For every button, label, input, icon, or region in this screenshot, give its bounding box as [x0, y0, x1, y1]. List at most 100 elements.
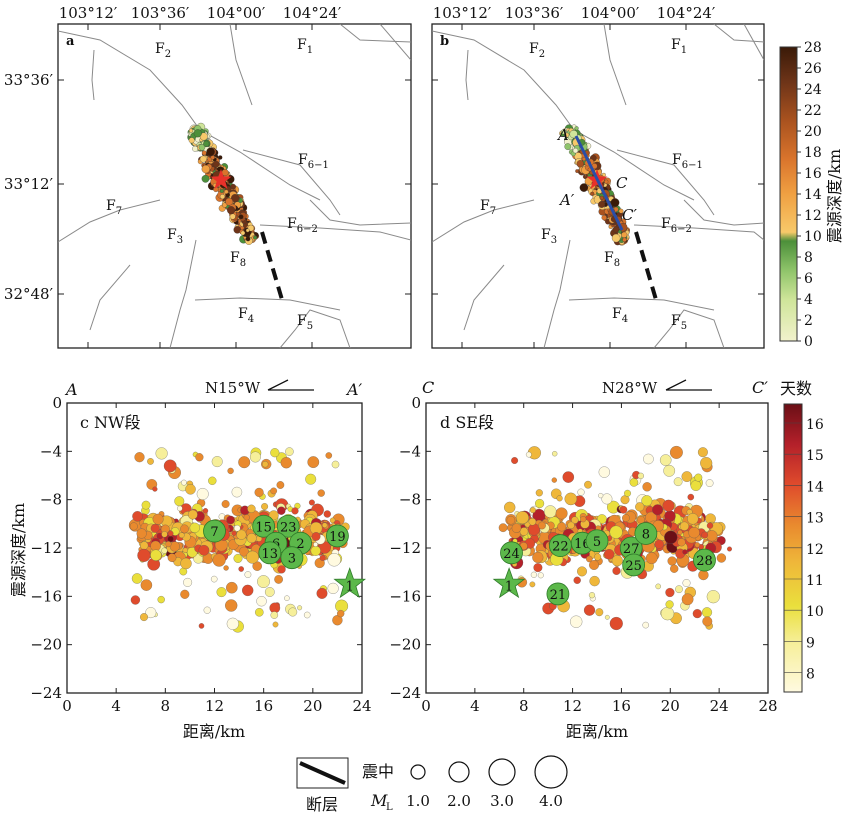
strong-aftershock-marker: [546, 582, 570, 606]
fault-label: F5: [297, 313, 313, 332]
fault-label: F8: [230, 250, 246, 269]
magnitude-legend-value: 3.0: [490, 792, 514, 810]
axis-ticks: 0 4 8 12 16 20 24 28 0 −4 −8 −12 −16 −20 −24: [389, 394, 777, 715]
hypocenter-dot: [244, 571, 252, 578]
aftershock-label: 27: [623, 542, 640, 557]
aftershock-label: 8: [642, 528, 650, 543]
panel-title: c NW段: [80, 413, 141, 432]
day-colorbar: 天数 16 15 14 13 12 11 10 9 8: [780, 379, 824, 693]
hypocenter-dot: [519, 527, 529, 536]
hypocenter-dot: [530, 571, 537, 578]
hypocenter-dot: [225, 599, 238, 612]
x-tick-label: 103°36′: [131, 4, 190, 22]
epicenter-dot: [193, 129, 202, 138]
hypocenter-dot: [236, 529, 247, 540]
x-tick-label: 103°12′: [59, 4, 118, 22]
fault-label: F1: [297, 37, 313, 56]
day-colorbar-title: 天数: [780, 379, 812, 398]
epicenter-dot: [621, 231, 628, 238]
section-panel-d: 0 4 8 12 16 20 24 28 0 −4 −8 −12 −16 −20 −24 24 22 16 5 21…: [389, 378, 777, 741]
magnitude-legend: 1.0 2.0 3.0 4.0: [406, 755, 568, 810]
fault-lines: [58, 24, 411, 348]
x-tick-label: 103°36′: [505, 4, 564, 22]
hypocenter-dot: [687, 513, 699, 525]
hypocenter-dot: [208, 476, 217, 485]
day-colorbar-tick-label: 11: [806, 573, 824, 589]
y-tick-label: −4: [399, 442, 421, 460]
epicenter-dot: [599, 195, 604, 200]
hypocenter-dot: [284, 595, 290, 601]
hypocenter-dot: [319, 554, 326, 561]
epicenter-dot: [576, 160, 584, 168]
epicenter-dot: [192, 145, 199, 152]
depth-colorbar-tick-label: 22: [804, 103, 822, 119]
depth-colorbar-tick-label: 14: [804, 187, 822, 203]
hypocenter-dot: [331, 460, 340, 469]
day-colorbar-tick-label: 14: [806, 479, 824, 495]
x-tick-label: 20: [661, 697, 680, 715]
hypocenter-dot: [137, 548, 151, 562]
epicenter-dot: [598, 200, 606, 208]
hypocenter-dot: [221, 500, 230, 508]
mainshock-star-icon: [492, 567, 526, 599]
hypocenter-dot: [635, 502, 645, 512]
magnitude-legend-label: M: [370, 791, 388, 810]
profile-endpoint-label: A: [556, 126, 569, 144]
hypocenter-dot: [323, 510, 331, 518]
epicenter-dot: [219, 189, 224, 193]
epicenter-dot: [201, 150, 207, 156]
depth-colorbar-tick-label: 16: [804, 166, 822, 182]
y-tick-label: −8: [40, 491, 62, 509]
hypocenter-dot: [716, 553, 727, 563]
y-tick-label: −20: [30, 636, 62, 654]
epicenter-dot: [575, 169, 579, 173]
y-tick-label: −16: [389, 587, 421, 605]
profile-line: [574, 135, 624, 231]
hypocenter-dot: [643, 453, 654, 465]
depth-colorbar-tick-label: 28: [804, 40, 822, 56]
hypocenter-dot: [268, 510, 279, 521]
hypocenter-dot: [535, 498, 545, 509]
x-tick-label: 104°00′: [581, 4, 640, 22]
hypocenter-dot: [692, 609, 702, 619]
y-tick-label: −24: [389, 684, 421, 702]
depth-colorbar-tick-label: 0: [804, 334, 813, 350]
hypocenter-dot: [664, 530, 678, 544]
hypocenter-dot: [609, 525, 623, 539]
x-tick-label: 24: [710, 697, 729, 715]
hypocenter-dot: [637, 472, 644, 480]
hypocenter-dot: [285, 447, 294, 456]
hypocenter-dot: [180, 524, 189, 534]
hypocenter-dot: [535, 489, 543, 497]
hypocenter-dot: [619, 505, 628, 514]
hypocenter-dot: [694, 542, 700, 548]
profile-endpoint-label: C′: [622, 206, 637, 224]
hypocenter-dot: [272, 621, 279, 628]
hypocenter-dot: [573, 576, 581, 584]
hypocenter-dot: [249, 451, 261, 463]
day-colorbar-tick-label: 16: [806, 417, 824, 433]
strong-aftershock-marker: [276, 514, 300, 538]
fault-label: F4: [238, 306, 254, 325]
hypocenter-dot: [169, 541, 180, 552]
hypocenter-dot: [662, 499, 675, 512]
profile-end-label: A′: [345, 380, 363, 399]
hypocenter-dot: [141, 500, 151, 510]
hypocenter-dot: [327, 553, 341, 567]
x-tick-label: 28: [758, 697, 777, 715]
aftershock-label: 3: [288, 552, 296, 567]
hypocenter-dot: [308, 499, 315, 506]
hypocenter-dot: [659, 454, 672, 466]
epicenter-dot: [253, 235, 258, 240]
hypocenter-dot: [601, 493, 613, 505]
hypocenter-dot: [694, 473, 703, 482]
hypocenter-dot: [325, 452, 333, 459]
hypocenter-dot: [555, 507, 568, 520]
hypocenter-dot: [216, 587, 227, 598]
hypocenter-dot: [223, 565, 229, 571]
hypocenter-dot: [571, 516, 579, 524]
hypocenter-dot: [567, 521, 575, 529]
hypocenter-dot: [313, 542, 318, 547]
hypocenter-dot: [307, 456, 320, 468]
